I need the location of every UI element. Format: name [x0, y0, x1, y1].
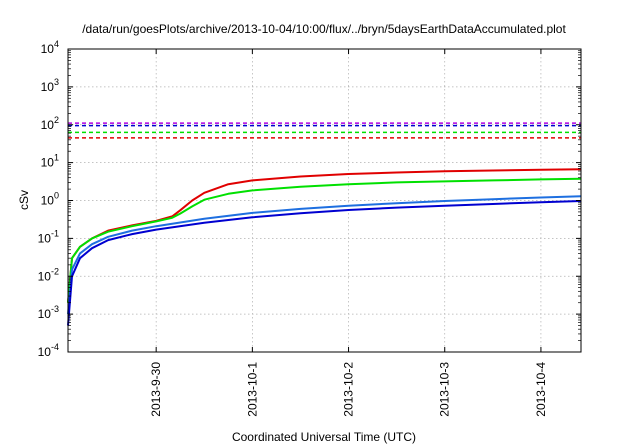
y-tick-label: 10-4 — [38, 342, 59, 359]
x-tick-label: 2013-9-30 — [149, 362, 163, 417]
reference-lines — [68, 122, 581, 139]
series-line — [67, 200, 582, 326]
series-line — [67, 168, 582, 303]
series-line — [67, 177, 582, 303]
series-line — [67, 195, 582, 315]
x-tick-label: 2013-10-3 — [438, 362, 452, 417]
y-tick-label: 10-2 — [38, 266, 59, 283]
chart-title: /data/run/goesPlots/archive/2013-10-04/1… — [82, 22, 566, 36]
y-tick-label: 104 — [41, 39, 59, 56]
grid — [68, 49, 581, 352]
y-tick-label: 10-1 — [38, 228, 59, 245]
y-tick-label: 10-3 — [38, 304, 59, 321]
y-tick-label: 103 — [41, 77, 59, 94]
y-axis-title: cSv — [17, 190, 31, 210]
x-tick-label: 2013-10-2 — [342, 362, 356, 417]
y-tick-label: 101 — [41, 153, 59, 170]
y-tick-label: 100 — [41, 191, 59, 208]
y-axis-ticks: 104 103 102 101 100 10-1 10-2 10-3 10-4 — [38, 39, 581, 359]
x-tick-label: 2013-10-4 — [534, 362, 548, 417]
x-tick-label: 2013-10-1 — [245, 362, 259, 417]
y-tick-label: 102 — [41, 115, 59, 132]
x-axis-ticks: 2013-9-30 2013-10-1 2013-10-2 2013-10-3 2013… — [149, 49, 548, 417]
series-lines — [67, 168, 582, 326]
x-axis-title: Coordinated Universal Time (UTC) — [232, 430, 416, 444]
